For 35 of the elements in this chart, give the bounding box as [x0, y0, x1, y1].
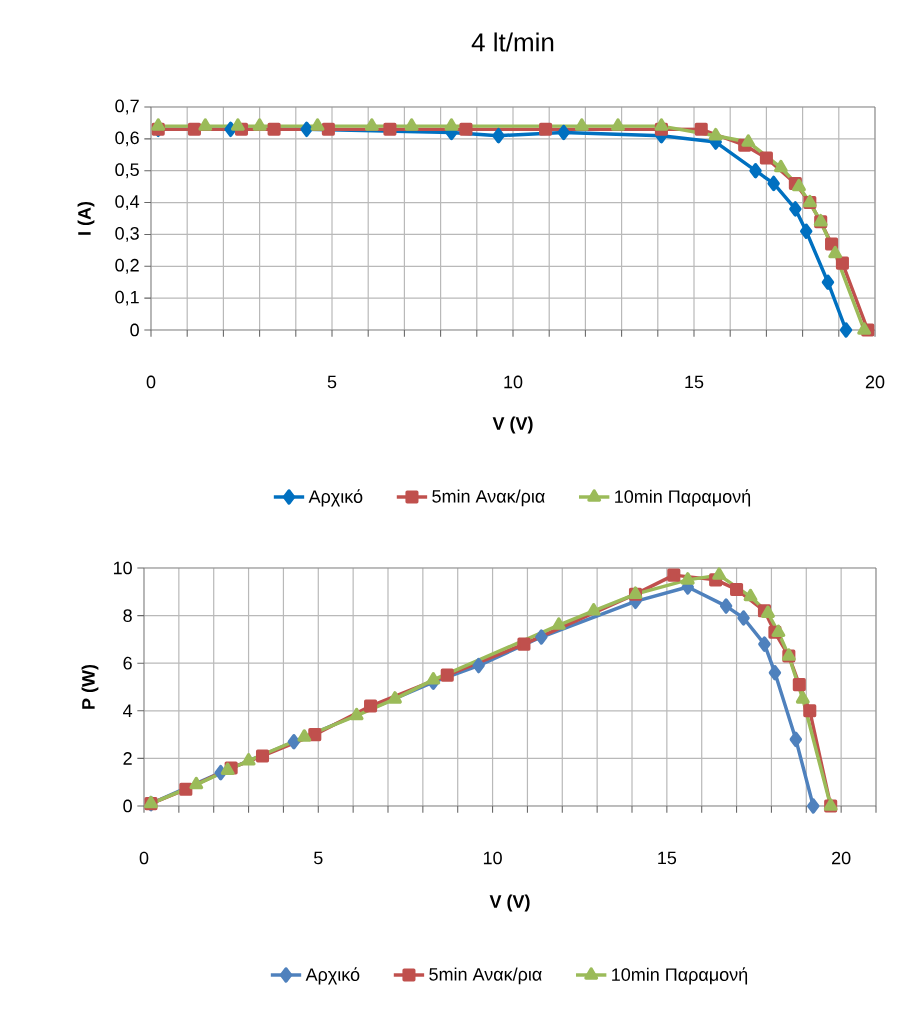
legend-label: Αρχικό — [308, 489, 363, 507]
x-tick-label: 5 — [327, 375, 337, 389]
y-tick-label: 4 — [123, 704, 133, 717]
x-tick-label: 10 — [504, 375, 523, 389]
x-tick-label: 0 — [146, 375, 156, 389]
y-tick-label: 2 — [123, 752, 132, 765]
y-tick-label: 0,7 — [115, 99, 139, 115]
x-tick-label: 20 — [832, 851, 851, 865]
y-axis-title: P (W) — [81, 664, 99, 709]
y-tick-label: 0,5 — [115, 163, 139, 179]
x-axis-title: V (V) — [492, 416, 533, 434]
y-tick-label: 0,4 — [115, 195, 140, 210]
y-axis-title: I (A) — [77, 201, 95, 235]
y-tick-label: 0,3 — [115, 226, 139, 242]
x-tick-label: 15 — [658, 851, 677, 865]
y-tick-label: 6 — [123, 656, 132, 670]
legend-label: 5min Ανακ/ρια — [432, 489, 545, 507]
y-tick-label: 0 — [130, 323, 139, 337]
x-tick-label: 0 — [139, 851, 149, 865]
y-tick-label: 0 — [123, 799, 132, 813]
legend-label: Αρχικό — [305, 967, 360, 985]
x-axis-title: V (V) — [489, 894, 530, 912]
x-tick-label: 15 — [685, 375, 704, 389]
x-tick-label: 5 — [313, 851, 323, 865]
legend-label: 10min Παραμονή — [612, 967, 748, 985]
y-tick-label: 0,6 — [115, 131, 139, 147]
x-tick-label: 10 — [483, 851, 502, 865]
chart-title: 4 lt/min — [471, 32, 554, 52]
legend-label: 5min Ανακ/ρια — [429, 967, 542, 985]
y-tick-label: 0,2 — [115, 258, 139, 274]
y-tick-label: 8 — [123, 609, 132, 622]
y-tick-label: 10 — [113, 561, 132, 575]
y-tick-label: 0,1 — [115, 290, 139, 306]
x-tick-label: 20 — [865, 375, 885, 389]
legend-label: 10min Παραμονή — [615, 489, 751, 507]
